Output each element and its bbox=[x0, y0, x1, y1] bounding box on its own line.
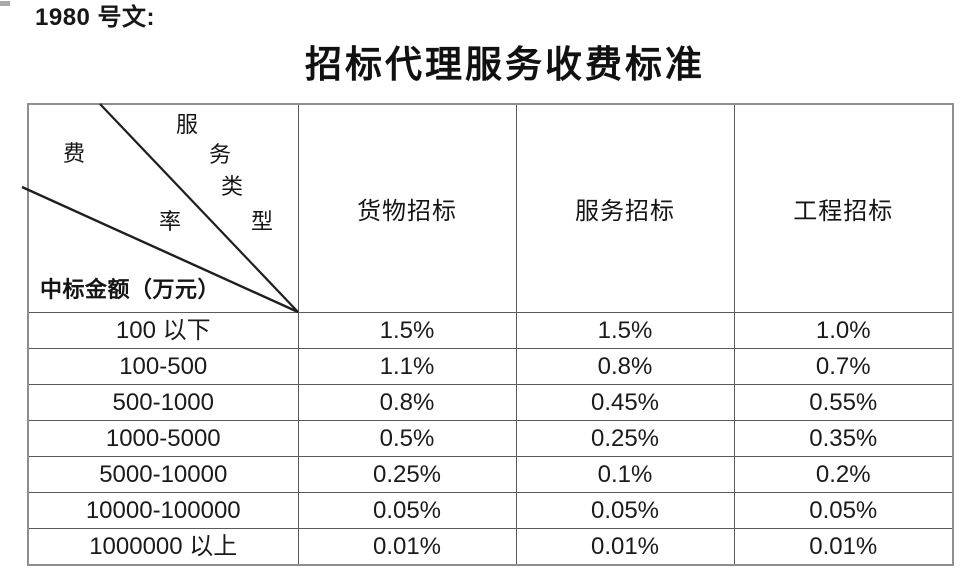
header-row: 服 务 类 型 费 率 中标金额（万元） 货物招标 服务招标 工程招标 bbox=[27, 103, 954, 313]
fee-standard-table: 服 务 类 型 费 率 中标金额（万元） 货物招标 服务招标 工程招标 100 … bbox=[27, 103, 954, 566]
column-header-services: 服务招标 bbox=[515, 103, 735, 313]
table-row: 5000-10000 0.25% 0.1% 0.2% bbox=[27, 455, 954, 493]
fee-value-cell: 0.01% bbox=[515, 527, 735, 565]
page-title: 招标代理服务收费标准 bbox=[305, 45, 705, 86]
table-row: 10000-100000 0.05% 0.05% 0.05% bbox=[27, 491, 954, 529]
fee-value-cell: 0.1% bbox=[515, 455, 735, 493]
service-type-char: 类 bbox=[221, 174, 244, 199]
fee-value-cell: 0.7% bbox=[733, 347, 954, 385]
row-axis-label: 中标金额（万元） bbox=[40, 277, 221, 302]
amount-range-cell: 10000-100000 bbox=[27, 491, 299, 529]
doc-number-label: 1980 号文: bbox=[35, 4, 156, 31]
fee-value-cell: 0.25% bbox=[297, 455, 517, 493]
fee-value-cell: 0.5% bbox=[297, 419, 517, 457]
fee-value-cell: 0.05% bbox=[297, 491, 517, 529]
service-type-char: 服 bbox=[176, 112, 199, 137]
table-row: 100 以下 1.5% 1.5% 1.0% bbox=[27, 311, 954, 349]
table-row: 1000-5000 0.5% 0.25% 0.35% bbox=[27, 419, 954, 457]
column-header-works: 工程招标 bbox=[733, 103, 954, 313]
fee-rate-char: 率 bbox=[159, 209, 182, 234]
fee-rate-char: 费 bbox=[63, 141, 86, 166]
fee-value-cell: 1.5% bbox=[297, 311, 517, 349]
fee-value-cell: 0.01% bbox=[733, 527, 954, 565]
column-header-goods: 货物招标 bbox=[297, 103, 517, 313]
corner-header-cell: 服 务 类 型 费 率 中标金额（万元） bbox=[27, 103, 299, 313]
service-type-char: 型 bbox=[251, 209, 274, 234]
fee-value-cell: 0.8% bbox=[297, 383, 517, 421]
fee-value-cell: 0.01% bbox=[297, 527, 517, 565]
page-corner-mark bbox=[0, 1, 10, 6]
fee-value-cell: 0.05% bbox=[733, 491, 954, 529]
amount-range-cell: 100-500 bbox=[27, 347, 299, 385]
fee-value-cell: 0.45% bbox=[515, 383, 735, 421]
amount-range-cell: 5000-10000 bbox=[27, 455, 299, 493]
fee-value-cell: 0.05% bbox=[515, 491, 735, 529]
fee-value-cell: 1.5% bbox=[515, 311, 735, 349]
amount-range-cell: 1000-5000 bbox=[27, 419, 299, 457]
fee-value-cell: 0.25% bbox=[515, 419, 735, 457]
table-row: 500-1000 0.8% 0.45% 0.55% bbox=[27, 383, 954, 421]
service-type-char: 务 bbox=[209, 142, 232, 167]
fee-value-cell: 0.8% bbox=[515, 347, 735, 385]
fee-value-cell: 0.2% bbox=[733, 455, 954, 493]
fee-value-cell: 1.1% bbox=[297, 347, 517, 385]
table-row: 1000000 以上 0.01% 0.01% 0.01% bbox=[27, 527, 954, 565]
fee-value-cell: 1.0% bbox=[733, 311, 954, 349]
amount-range-cell: 100 以下 bbox=[27, 311, 299, 349]
fee-value-cell: 0.55% bbox=[733, 383, 954, 421]
table-row: 100-500 1.1% 0.8% 0.7% bbox=[27, 347, 954, 385]
amount-range-cell: 500-1000 bbox=[27, 383, 299, 421]
fee-value-cell: 0.35% bbox=[733, 419, 954, 457]
amount-range-cell: 1000000 以上 bbox=[27, 527, 299, 565]
